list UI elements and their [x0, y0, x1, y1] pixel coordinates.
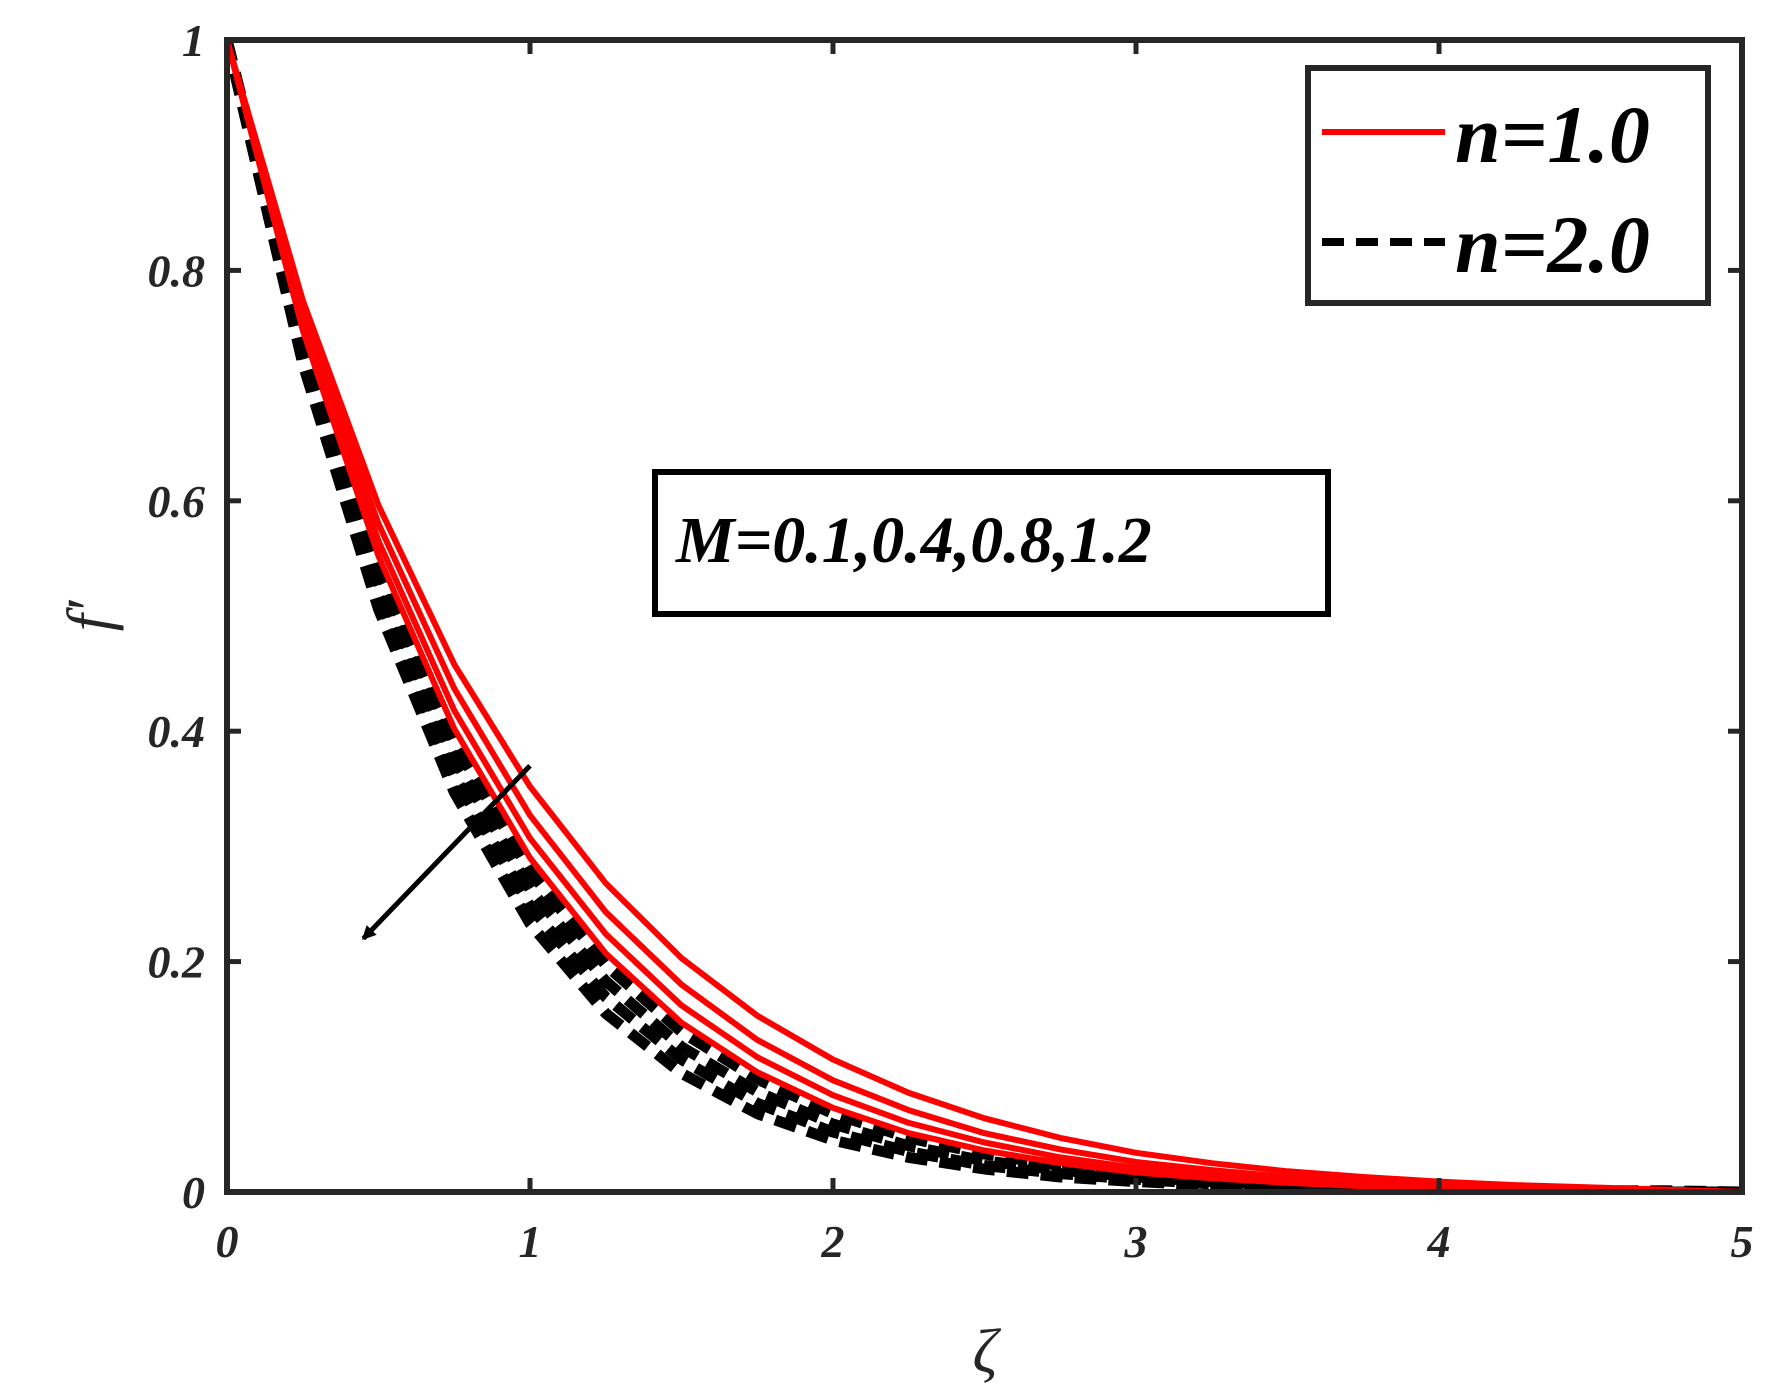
legend-frame [1305, 65, 1711, 306]
y-tick-label: 0.4 [148, 706, 206, 757]
x-axis-label: ζ [972, 1318, 1001, 1386]
x-tick-label: 2 [821, 1216, 845, 1267]
legend-label-n2: n=2.0 [1455, 199, 1650, 290]
legend-label-n1: n=1.0 [1455, 89, 1650, 180]
plot-frame [224, 37, 1745, 1195]
y-tick-label: 0.6 [148, 476, 206, 527]
annotation-frame [652, 469, 1331, 617]
x-tick-label: 3 [1124, 1216, 1148, 1267]
y-tick-label: 0.2 [148, 937, 206, 988]
x-tick-label: 0 [216, 1216, 239, 1267]
y-tick-label: 0.8 [148, 245, 206, 296]
series-line-n10-m12 [227, 40, 1742, 1192]
y-tick-label: 1 [182, 15, 205, 66]
annotation-text: M=0.1,0.4,0.8,1.2 [675, 504, 1152, 577]
annotation-box: M=0.1,0.4,0.8,1.2 [652, 469, 1331, 617]
legend: n=1.0 n=2.0 [1305, 65, 1711, 306]
y-axis-label: f′ [56, 599, 124, 631]
x-tick-label: 5 [1731, 1216, 1754, 1267]
x-tick-label: 1 [519, 1216, 542, 1267]
x-tick-label: 4 [1427, 1216, 1451, 1267]
y-tick-label: 0 [182, 1167, 205, 1218]
annotation-arrow [361, 764, 532, 941]
ticks-layer: 0 1 2 3 4 5 0 0.2 0.4 0.6 0.8 1 [148, 15, 1754, 1267]
